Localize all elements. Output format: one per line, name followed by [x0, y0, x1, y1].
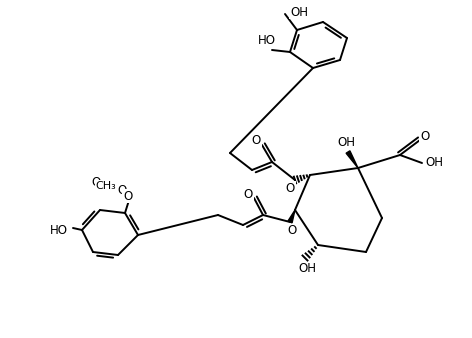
Text: HO: HO [258, 34, 276, 48]
Text: O: O [286, 182, 295, 194]
Text: OH: OH [298, 263, 316, 275]
Text: O: O [118, 184, 126, 196]
Text: O: O [92, 176, 101, 190]
Polygon shape [346, 151, 358, 168]
Text: OH: OH [290, 5, 308, 19]
Text: O: O [244, 188, 253, 200]
Text: OH: OH [337, 137, 355, 149]
Text: O: O [123, 190, 133, 202]
Text: CH₃: CH₃ [96, 181, 117, 191]
Polygon shape [288, 210, 295, 223]
Text: OH: OH [425, 156, 443, 169]
Text: O: O [287, 224, 296, 238]
Text: O: O [421, 129, 430, 143]
Text: O: O [252, 135, 261, 147]
Text: HO: HO [50, 223, 68, 237]
